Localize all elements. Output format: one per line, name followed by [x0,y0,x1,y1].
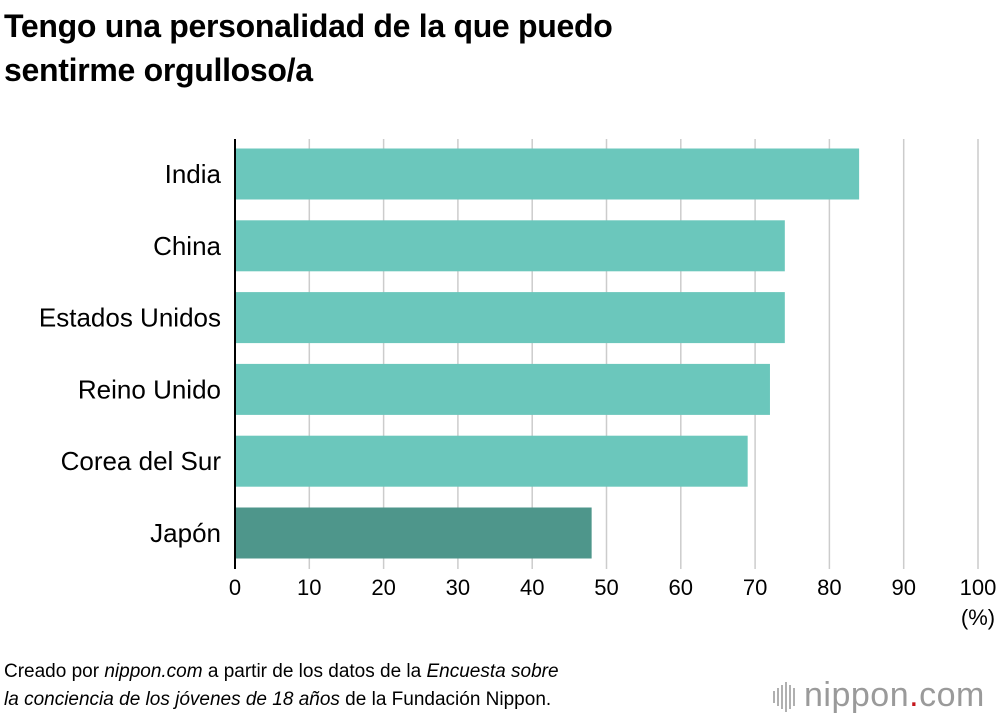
category-label: Japón [150,518,221,548]
x-tick-label-10: 10 [297,575,321,600]
bar-corea-del-sur [235,435,748,487]
category-label: Corea del Sur [61,446,222,476]
bar-chart: India China Estados Unidos Reino Unido Corea… [39,139,996,630]
bar-china [235,220,785,272]
bars [235,148,860,559]
source-note-line-1: Creado por nippon.com a partir de los da… [4,658,559,686]
x-tick-label-90: 90 [891,575,915,600]
category-label: India [165,159,222,189]
nippon-logo: nippon.com [772,676,985,715]
x-tick-label-0: 0 [229,575,241,600]
source-note: Creado por nippon.com a partir de los da… [4,658,559,714]
gridlines [308,139,979,569]
logo-dot: . [909,676,920,714]
x-tick-label-30: 30 [446,575,470,600]
bar-estados-unidos [235,292,785,344]
x-tick-label-50: 50 [594,575,618,600]
x-tick-labels: 0 10 20 30 40 50 60 70 80 90 100 [229,575,996,600]
source-note-line-2: la conciencia de los jóvenes de 18 años … [4,686,559,714]
x-tick-label-80: 80 [817,575,841,600]
x-tick-label-70: 70 [743,575,767,600]
source-note-line-1-run-0: Creado por [4,661,105,682]
category-label: Estados Unidos [39,303,221,333]
x-tick-label-100: 100 [960,575,997,600]
logo-text-prefix: nippon [804,676,910,714]
source-note-line-1-run-2: a partir de los datos de la [202,661,427,682]
bar-japón [235,507,592,559]
source-note-line-2-run-0: la conciencia de los jóvenes de 18 años [4,689,340,710]
chart-title-line-2: sentirme orgulloso/a [4,52,313,88]
category-label: China [153,231,221,261]
x-axis-unit: (%) [961,605,995,630]
x-tick-label-20: 20 [371,575,395,600]
x-tick-label-60: 60 [669,575,693,600]
category-label: Reino Unido [78,374,221,404]
category-labels: India China Estados Unidos Reino Unido Corea… [39,159,222,548]
bar-india [235,148,860,200]
chart-title-line-1: Tengo una personalidad de la que puedo [4,8,613,44]
source-note-line-1-run-3: Encuesta sobre [426,661,559,682]
x-tick-label-40: 40 [520,575,544,600]
bar-reino-unido [235,363,770,415]
chart-title: Tengo una personalidad de la que puedo s… [4,4,904,92]
logo-text-suffix: com [919,676,985,714]
source-note-line-1-run-1: nippon.com [104,661,203,682]
source-note-line-2-run-1: de la Fundación Nippon. [339,689,552,710]
nippon-logo-mark-icon [773,682,795,713]
